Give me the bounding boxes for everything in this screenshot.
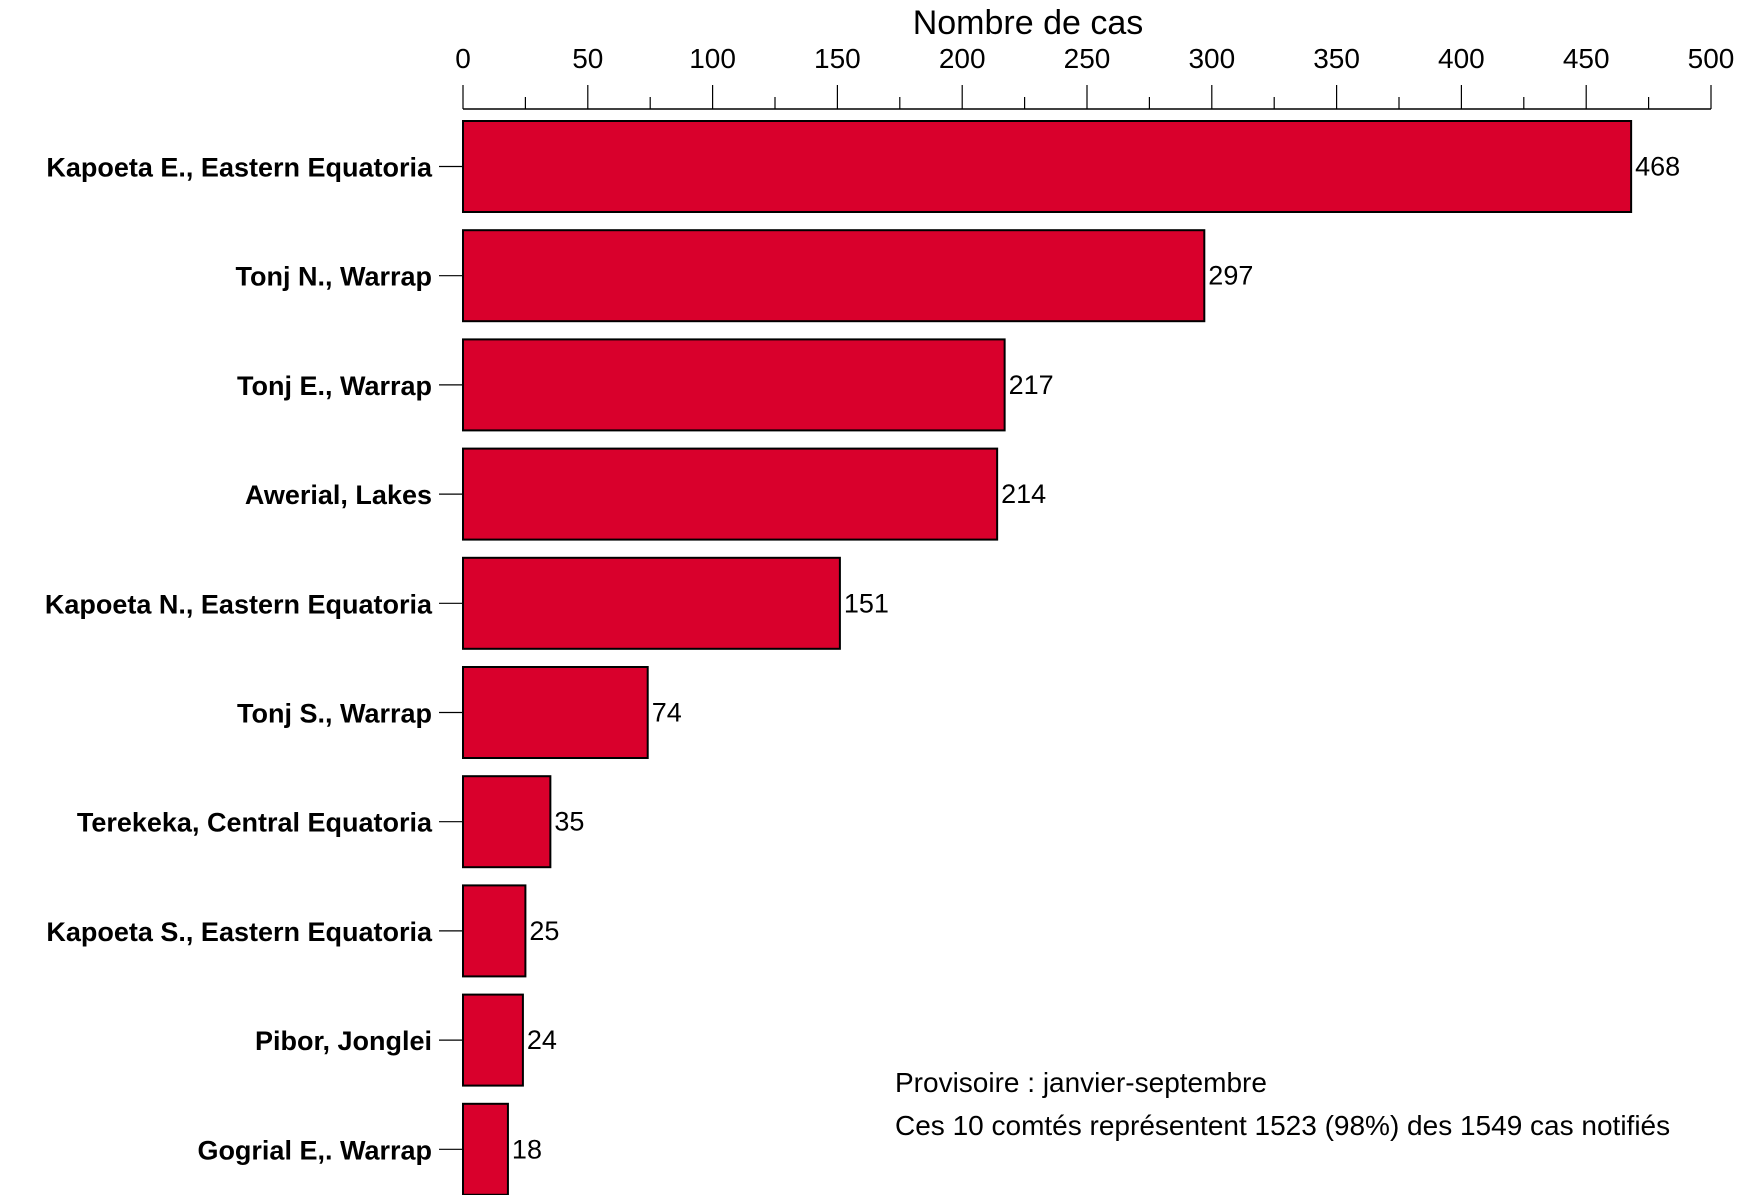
bar [462,556,841,650]
bar [462,775,552,869]
bar [462,120,1633,213]
value-label: 297 [1208,261,1253,291]
bar [462,666,649,759]
bar-row: Awerial, Lakes 214 [245,447,1046,541]
category-label: Pibor, Jonglei [255,1026,432,1056]
value-label: 217 [1009,370,1054,400]
category-label: Tonj S., Warrap [237,699,432,729]
value-label: 25 [529,916,559,946]
category-label: Tonj N., Warrap [235,262,432,292]
x-tick-label: 100 [689,43,736,74]
x-tick-label: 300 [1188,43,1235,74]
category-label: Terekeka, Central Equatoria [77,808,433,838]
bar [462,884,527,978]
x-tick-label: 500 [1688,43,1735,74]
bar-row: Terekeka, Central Equatoria 35 [77,775,584,869]
category-label: Kapoeta S., Eastern Equatoria [46,917,433,947]
category-label: Kapoeta N., Eastern Equatoria [45,589,433,619]
bar-row: Pibor, Jonglei 24 [255,993,557,1087]
note-summary: Ces 10 comtés représentent 1523 (98%) de… [895,1110,1670,1141]
bar-row: Kapoeta E., Eastern Equatoria 468 [46,120,1680,213]
x-tick-label: 50 [572,43,603,74]
bar-row: Tonj E., Warrap 217 [237,338,1054,432]
bar [462,1102,509,1195]
value-label: 214 [1001,479,1046,509]
bars-group: Kapoeta E., Eastern Equatoria 468 Tonj N.,… [45,120,1680,1195]
bar-row: Tonj S., Warrap 74 [237,666,682,759]
chart-notes: Provisoire : janvier-septembre Ces 10 co… [895,1067,1670,1141]
bar-row: Kapoeta S., Eastern Equatoria 25 [46,884,559,978]
note-provisional: Provisoire : janvier-septembre [895,1067,1267,1098]
x-tick-label: 0 [455,43,471,74]
x-tick-label: 400 [1438,43,1485,74]
value-label: 468 [1635,152,1680,182]
value-label: 35 [554,807,584,837]
value-label: 74 [652,698,682,728]
x-tick-label: 200 [939,43,986,74]
category-label: Tonj E., Warrap [237,371,432,401]
bar-row: Tonj N., Warrap 297 [235,229,1253,323]
bar [462,447,999,541]
bar [462,338,1006,432]
x-tick-label: 350 [1313,43,1360,74]
category-label: Gogrial E,. Warrap [197,1135,432,1165]
x-axis: 0 50 100 150 200 250 300 350 400 450 500 [455,43,1735,110]
value-label: 24 [527,1025,557,1055]
x-tick-label: 250 [1064,43,1111,74]
x-axis-title: Nombre de cas [913,4,1144,42]
category-label: Kapoeta E., Eastern Equatoria [46,153,433,183]
x-tick-label: 150 [814,43,861,74]
value-label: 151 [844,588,889,618]
value-label: 18 [512,1134,542,1164]
bar [462,229,1206,323]
category-label: Awerial, Lakes [245,480,432,510]
x-tick-label: 450 [1563,43,1610,74]
bar-row: Gogrial E,. Warrap 18 [197,1102,542,1195]
bar [462,993,524,1087]
bar-row: Kapoeta N., Eastern Equatoria 151 [45,556,889,650]
